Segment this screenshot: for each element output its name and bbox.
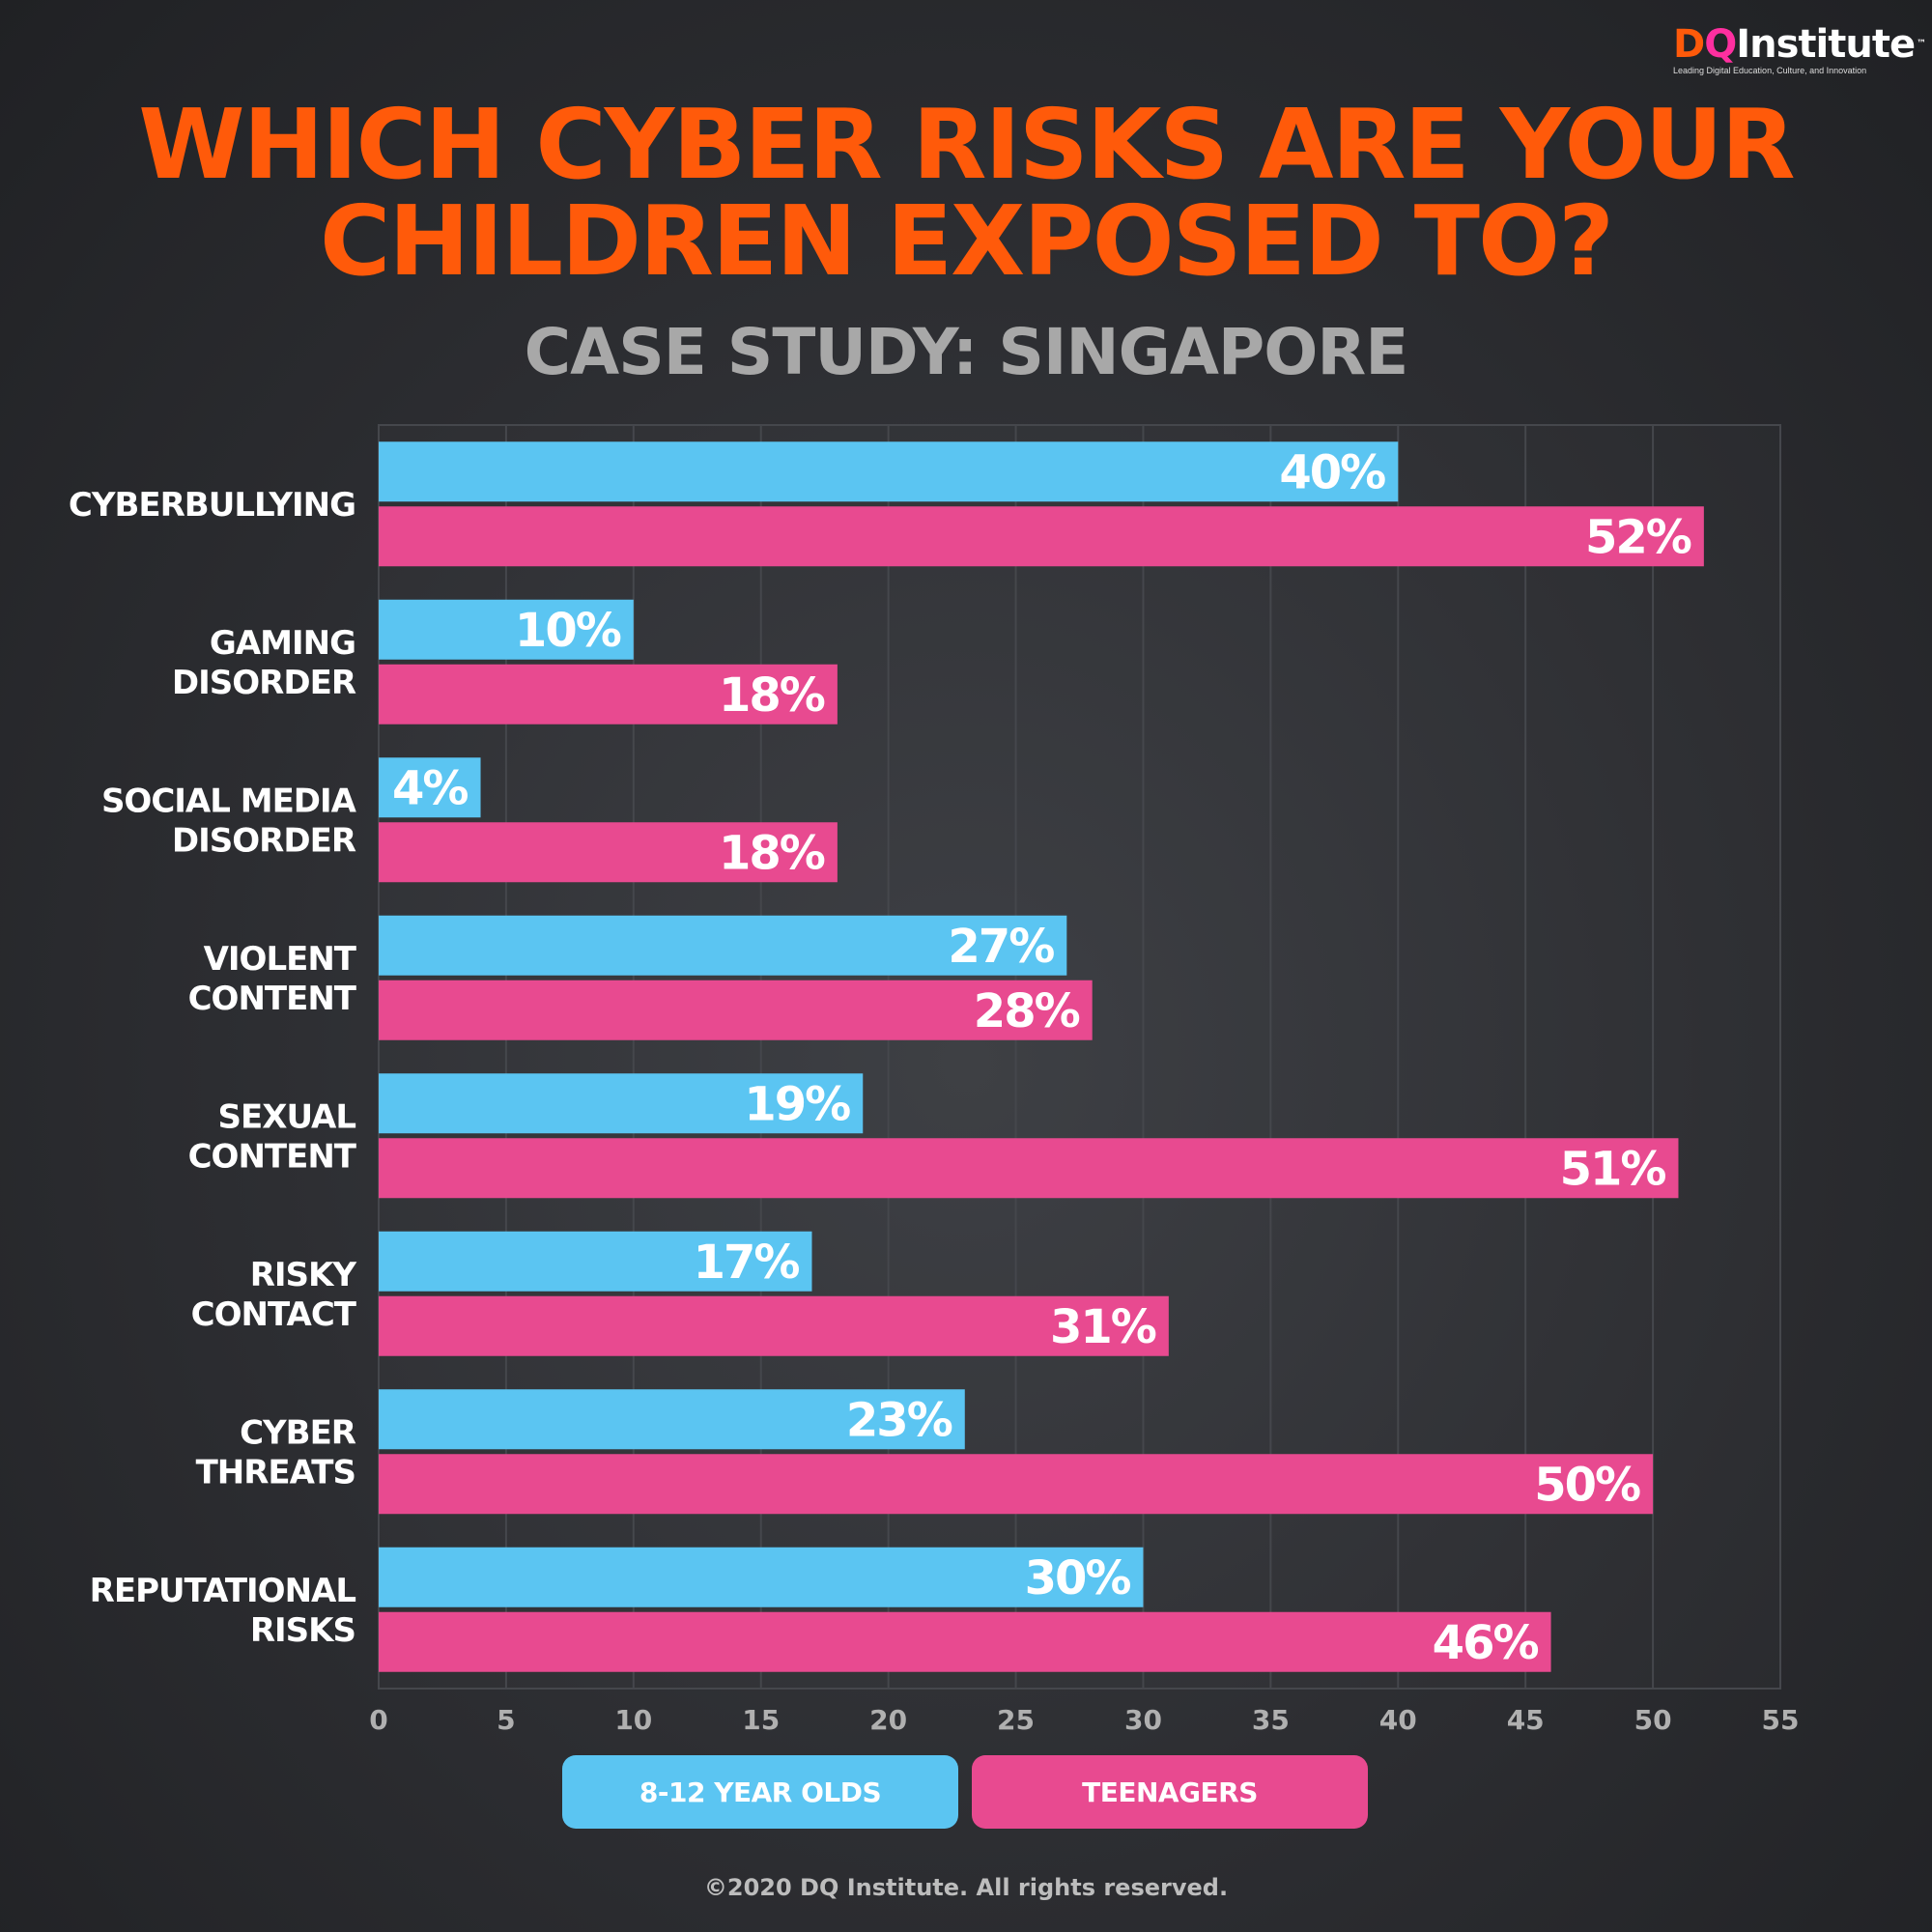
category-label: CONTENT [188, 980, 357, 1018]
bar-value-label: 19% [744, 1077, 850, 1131]
logo-wordmark: D Q Institute ™ [1673, 22, 1926, 67]
category-label: CONTENT [188, 1137, 357, 1176]
bar-value-label: 18% [719, 826, 825, 880]
category-label: RISKS [250, 1611, 355, 1650]
bar-8-12-year-olds [379, 915, 1067, 976]
category-label: CYBERBULLYING [69, 486, 355, 525]
bar-8-12-year-olds [379, 1547, 1144, 1607]
x-tick-label: 15 [742, 1704, 780, 1736]
bar-value-label: 51% [1560, 1142, 1666, 1196]
bar-value-label: 10% [515, 604, 621, 658]
category-label: GAMING [210, 624, 355, 663]
category-label: VIOLENT [204, 940, 357, 979]
x-tick-label: 35 [1252, 1704, 1290, 1736]
category-label: SOCIAL MEDIA [101, 781, 357, 820]
copyright-footer: ©2020 DQ Institute. All rights reserved. [703, 1874, 1229, 1901]
logo-tagline: Leading Digital Education, Culture, and … [1673, 66, 1867, 75]
bar-8-12-year-olds [379, 1231, 812, 1292]
category-label: REPUTATIONAL [90, 1572, 356, 1610]
bar-teenagers [379, 1295, 1169, 1356]
x-tick-label: 45 [1507, 1704, 1545, 1736]
x-tick-label: 20 [869, 1704, 907, 1736]
bar-value-label: 27% [948, 920, 1054, 974]
title-line-2: CHILDREN EXPOSED TO? [320, 185, 1614, 298]
bar-8-12-year-olds [379, 441, 1399, 502]
dq-institute-logo: D Q Institute ™ Leading Digital Educatio… [1673, 22, 1926, 75]
legend-item-teenagers[interactable]: TEENAGERS [972, 1755, 1368, 1829]
logo-letter-d: D [1673, 22, 1705, 67]
bar-value-label: 18% [719, 668, 825, 723]
title-line-1: WHICH CYBER RISKS ARE YOUR [138, 88, 1795, 201]
x-tick-label: 40 [1379, 1704, 1417, 1736]
x-tick-label: 5 [497, 1704, 515, 1736]
bar-teenagers [379, 822, 838, 883]
x-tick-label: 55 [1762, 1704, 1800, 1736]
bar-teenagers [379, 1138, 1679, 1199]
bar-value-label: 46% [1433, 1616, 1539, 1670]
bar-value-label: 31% [1050, 1300, 1156, 1354]
bar-teenagers [379, 1454, 1654, 1515]
bar-teenagers [379, 664, 838, 724]
x-tick-label: 25 [997, 1704, 1035, 1736]
bar-8-12-year-olds [379, 599, 634, 660]
x-tick-label: 0 [369, 1704, 387, 1736]
category-label: RISKY [250, 1256, 357, 1294]
page-subtitle: CASE STUDY: SINGAPORE [524, 315, 1409, 389]
logo-word: Institute [1736, 22, 1916, 67]
bar-value-label: 40% [1279, 445, 1385, 499]
logo-letter-q: Q [1704, 22, 1737, 67]
bar-teenagers [379, 506, 1704, 567]
bar-value-label: 52% [1585, 510, 1691, 564]
bar-value-label: 4% [392, 761, 468, 815]
category-label: DISORDER [172, 821, 356, 860]
category-label: DISORDER [172, 664, 356, 702]
bar-8-12-year-olds [379, 1389, 965, 1450]
x-tick-label: 30 [1124, 1704, 1162, 1736]
category-label: CYBER [240, 1413, 356, 1452]
bar-value-label: 28% [974, 984, 1080, 1038]
bar-value-label: 17% [694, 1236, 800, 1290]
bar-teenagers [379, 980, 1093, 1040]
category-label: THREATS [196, 1453, 355, 1492]
bar-value-label: 23% [846, 1393, 952, 1447]
legend-item-8-12-year-olds[interactable]: 8-12 YEAR OLDS [562, 1755, 958, 1829]
category-label: SEXUAL [218, 1097, 356, 1136]
x-tick-label: 50 [1634, 1704, 1672, 1736]
bar-8-12-year-olds [379, 1073, 864, 1134]
bar-teenagers [379, 1611, 1551, 1672]
bar-8-12-year-olds [379, 757, 481, 818]
x-tick-label: 10 [614, 1704, 652, 1736]
bar-value-label: 30% [1025, 1551, 1131, 1605]
bar-value-label: 50% [1534, 1458, 1640, 1512]
category-label: CONTACT [191, 1295, 357, 1334]
logo-trademark: ™ [1917, 39, 1926, 49]
page-title: WHICH CYBER RISKS ARE YOUR CHILDREN EXPO… [0, 97, 1932, 290]
